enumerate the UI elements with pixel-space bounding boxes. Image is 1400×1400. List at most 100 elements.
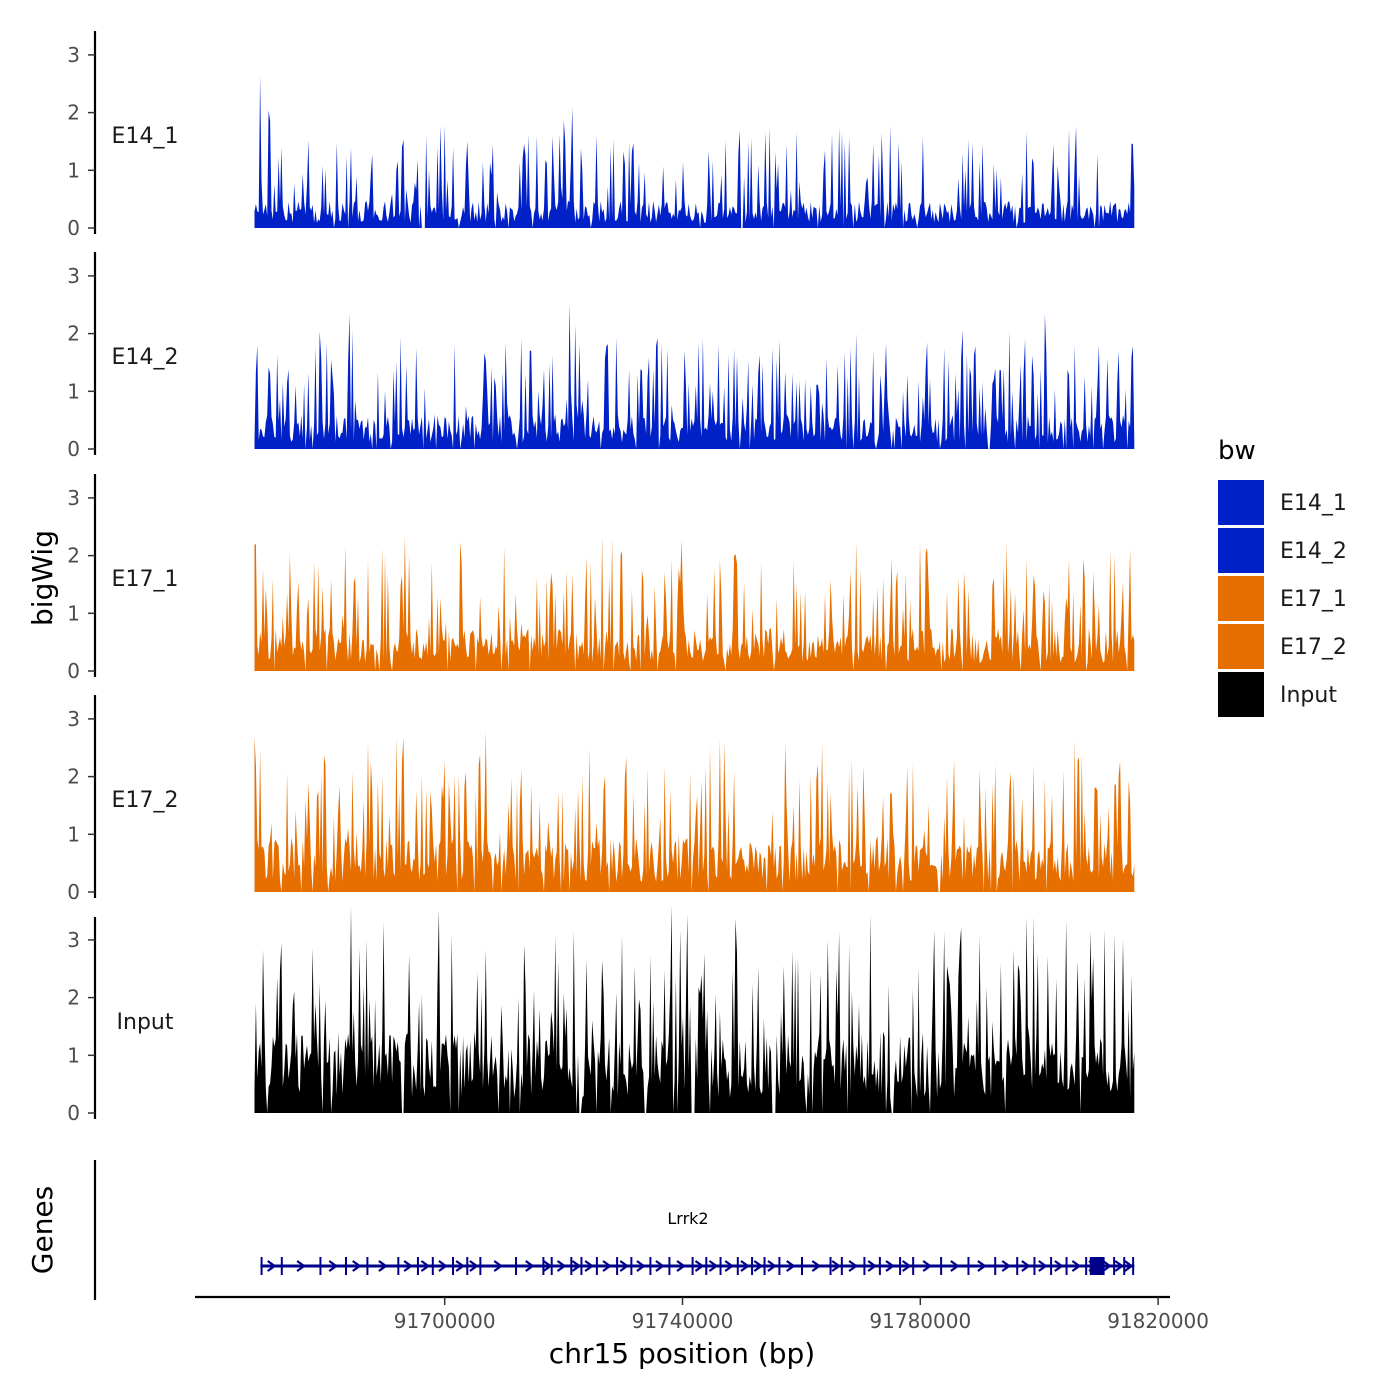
gene-strand-arrow-2 [296, 1260, 307, 1272]
legend-title: bw [1218, 436, 1256, 466]
gene-strand-arrow-3 [328, 1260, 339, 1272]
gene-strand-arrow-28 [786, 1260, 796, 1272]
gene-strand-arrow-34 [901, 1260, 912, 1272]
y-tick-label-e17-1-2: 2 [67, 544, 80, 568]
gene-strand-arrow-17 [602, 1260, 612, 1272]
y-tick-label-e17-2-3: 3 [67, 707, 80, 731]
y-tick-label-e14-1-1: 1 [67, 158, 80, 182]
legend-label-input: Input [1280, 683, 1337, 708]
track-e17-2: 0 1 2 3 E17_2 [67, 695, 1135, 904]
gene-strand-arrow-15 [571, 1260, 582, 1272]
y-tick-label-input-1: 1 [67, 1043, 80, 1067]
gene-strand-arrow-19 [636, 1260, 646, 1272]
y-tick-label-e14-1-3: 3 [67, 43, 80, 67]
y-tick-label-e14-2-2: 2 [67, 322, 80, 346]
signal-area-e14-2 [254, 302, 1135, 449]
gene-strand-arrow-36 [950, 1260, 960, 1272]
y-tick-label-e17-2-0: 0 [67, 880, 80, 904]
gene-strand-arrow-7 [420, 1260, 431, 1272]
gene-strand-arrow-13 [542, 1260, 553, 1272]
gene-strand-arrow-38 [1001, 1260, 1012, 1272]
gene-strand-arrow-1 [267, 1260, 277, 1272]
y-tick-label-input-0: 0 [67, 1101, 80, 1125]
gene-strand-arrow-40 [1038, 1260, 1048, 1272]
gene-strand-arrow-20 [655, 1260, 665, 1272]
gene-strand-arrow-4 [352, 1260, 362, 1272]
signal-area-input [254, 905, 1135, 1113]
track-label-e17-2: E17_2 [112, 788, 179, 813]
legend-swatch-input [1218, 672, 1264, 717]
y-axis-title: bigWig [26, 530, 59, 626]
gene-strand-arrow-14 [556, 1260, 567, 1272]
x-axis-title: chr15 position (bp) [549, 1337, 815, 1370]
gene-strand-arrow-45 [1114, 1260, 1125, 1272]
gene-strand-arrow-37 [977, 1260, 987, 1272]
signal-area-e17-1 [254, 535, 1135, 671]
track-e17-1: 0 1 2 3 E17_1 [67, 474, 1135, 683]
y-tick-label-e17-2-2: 2 [67, 765, 80, 789]
signal-area-e14-1 [254, 75, 1135, 229]
legend-swatch-e14-2 [1218, 528, 1264, 573]
legend-label-e17-2: E17_2 [1280, 635, 1347, 660]
y-tick-label-e17-1-3: 3 [67, 486, 80, 510]
gene-strand-arrow-12 [525, 1260, 535, 1272]
track-input: 0 1 2 3 Input [67, 905, 1135, 1125]
x-tick-label-91700000: 91700000 [394, 1309, 496, 1333]
gene-strand-arrow-6 [403, 1260, 414, 1272]
gene-strand-arrow-18 [619, 1260, 630, 1272]
gene-strand-arrow-30 [831, 1260, 842, 1272]
gene-strand-arrow-27 [767, 1260, 777, 1272]
gene-strand-arrow-8 [438, 1260, 448, 1272]
y-tick-label-e17-2-1: 1 [67, 822, 80, 846]
legend-swatch-e14-1 [1218, 480, 1264, 525]
gene-strand-arrow-46 [1124, 1260, 1134, 1272]
y-tick-label-e14-2-3: 3 [67, 264, 80, 288]
x-tick-label-91740000: 91740000 [632, 1309, 734, 1333]
gene-name-label: Lrrk2 [667, 1209, 708, 1228]
gene-strand-arrow-44 [1102, 1260, 1112, 1272]
gene-strand-arrow-11 [493, 1260, 504, 1272]
y-tick-label-e14-1-0: 0 [67, 216, 80, 240]
legend-label-e14-1: E14_1 [1280, 491, 1347, 516]
track-label-e14-1: E14_1 [112, 124, 179, 149]
gene-strand-arrow-26 [753, 1260, 764, 1272]
y-tick-label-input-2: 2 [67, 986, 80, 1010]
gene-strand-arrow-29 [811, 1260, 822, 1272]
signal-area-e17-2 [254, 731, 1135, 892]
gene-strand-arrow-31 [848, 1260, 859, 1272]
track-label-input: Input [117, 1010, 174, 1035]
track-e14-2: 0 1 2 3 E14_2 [67, 252, 1135, 461]
gene-strand-arrow-33 [885, 1260, 895, 1272]
gene-strand-arrow-42 [1071, 1260, 1082, 1272]
track-e14-1: 0 1 2 3 E14_1 [67, 31, 1135, 240]
x-tick-label-91780000: 91780000 [869, 1309, 971, 1333]
track-label-e14-2: E14_2 [112, 345, 179, 370]
gene-strand-arrow-5 [378, 1260, 388, 1272]
gene-strand-arrow-22 [694, 1260, 705, 1272]
gene-model-lrrk2 [260, 1257, 1135, 1275]
gene-strand-arrow-9 [455, 1260, 466, 1272]
legend-swatch-e17-2 [1218, 624, 1264, 669]
gene-utr-block [1089, 1257, 1105, 1275]
legend: bw E14_1 E14_2 E17_1 E17_2 Input [1218, 436, 1347, 717]
y-tick-label-e14-1-2: 2 [67, 101, 80, 125]
y-tick-label-input-3: 3 [67, 928, 80, 952]
legend-swatch-e17-1 [1218, 576, 1264, 621]
gene-strand-arrow-25 [740, 1260, 750, 1272]
gene-strand-arrow-39 [1021, 1260, 1031, 1272]
genes-panel: Genes Lrrk2 [26, 1160, 1135, 1300]
gene-strand-arrow-21 [676, 1260, 686, 1272]
gene-strand-arrow-23 [708, 1260, 719, 1272]
gene-strand-arrow-32 [867, 1260, 878, 1272]
gene-strand-arrow-10 [469, 1260, 479, 1272]
signal-tracks: 0 1 2 3 E14_1 0 1 2 3 E14_2 0 1 2 3 E17_1 0 1 2 3 E17_2 0 1 2 3… [67, 31, 1135, 1125]
gene-strand-arrow-41 [1054, 1260, 1064, 1272]
gene-strand-arrow-24 [724, 1260, 735, 1272]
gene-strand-arrow-16 [584, 1260, 595, 1272]
genes-axis-title: Genes [26, 1186, 59, 1274]
track-label-e17-1: E17_1 [112, 567, 179, 592]
x-axis: 91700000 91740000 91780000 91820000 [195, 1295, 1209, 1333]
y-tick-label-e14-2-0: 0 [67, 437, 80, 461]
legend-label-e14-2: E14_2 [1280, 539, 1347, 564]
